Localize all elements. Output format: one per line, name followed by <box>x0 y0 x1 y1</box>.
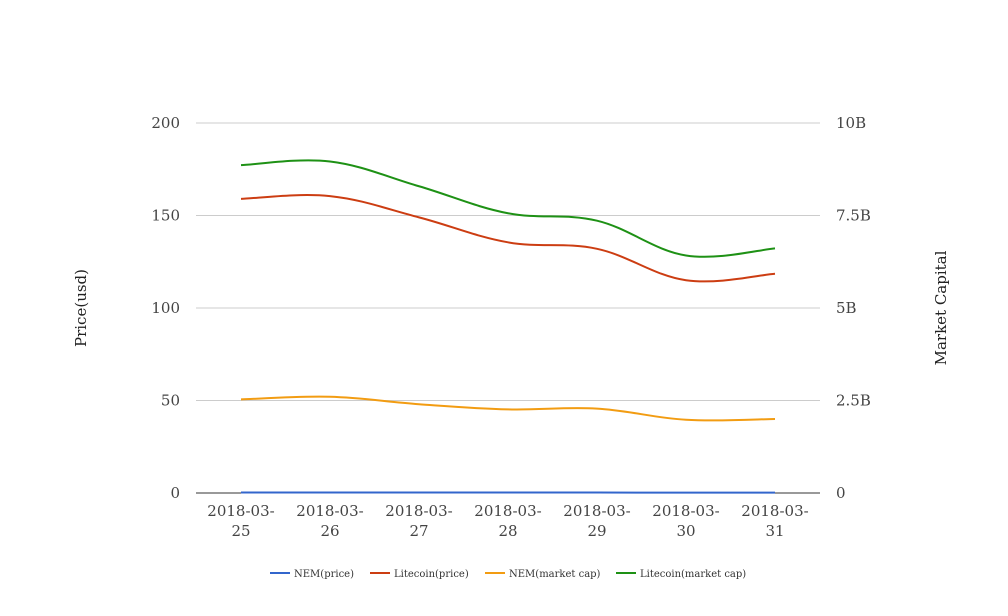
right-axis-ticks: 0 2.5B 5B 7.5B 10B <box>836 114 871 502</box>
x-tick-label: 2018-03-28 <box>474 502 541 540</box>
right-tick-label: 7.5B <box>836 207 871 225</box>
series-line-nem-market-cap <box>240 395 776 422</box>
left-axis-ticks: 0 50 100 150 200 <box>151 114 180 502</box>
x-tick-label: 2018-03-26 <box>296 502 363 540</box>
grid-layer <box>196 122 820 494</box>
series-line-litecoin-market-cap <box>240 159 776 258</box>
x-tick-label: 2018-03-27 <box>385 502 452 540</box>
left-tick-label: 100 <box>151 299 180 317</box>
left-axis-title: Price(usd) <box>72 269 90 347</box>
x-axis-ticks: 2018-03-25 2018-03-26 2018-03-27 2018-03-28… <box>207 502 808 540</box>
left-tick-label: 150 <box>151 207 180 225</box>
left-tick-label: 0 <box>170 484 180 502</box>
right-tick-label: 5B <box>836 299 857 317</box>
legend-label-nem-price: NEM(price) <box>294 569 354 580</box>
left-tick-label: 50 <box>161 392 180 410</box>
x-tick-label: 2018-03-29 <box>563 502 630 540</box>
legend-label-litecoin-price: Litecoin(price) <box>394 569 469 580</box>
right-tick-label: 10B <box>836 114 866 132</box>
right-axis-title: Market Capital <box>932 250 950 365</box>
series-line-litecoin-price <box>240 194 776 283</box>
series-layer <box>240 159 776 494</box>
x-tick-label: 2018-03-25 <box>207 502 274 540</box>
x-tick-label: 2018-03-31 <box>741 502 808 540</box>
right-tick-label: 0 <box>836 484 846 502</box>
legend: NEM(price) Litecoin(price) NEM(market cap)… <box>270 569 746 580</box>
x-tick-label: 2018-03-30 <box>652 502 719 540</box>
legend-label-nem-market-cap: NEM(market cap) <box>509 569 601 580</box>
legend-label-litecoin-market-cap: Litecoin(market cap) <box>640 569 746 580</box>
right-tick-label: 2.5B <box>836 392 871 410</box>
left-tick-label: 200 <box>151 114 180 132</box>
